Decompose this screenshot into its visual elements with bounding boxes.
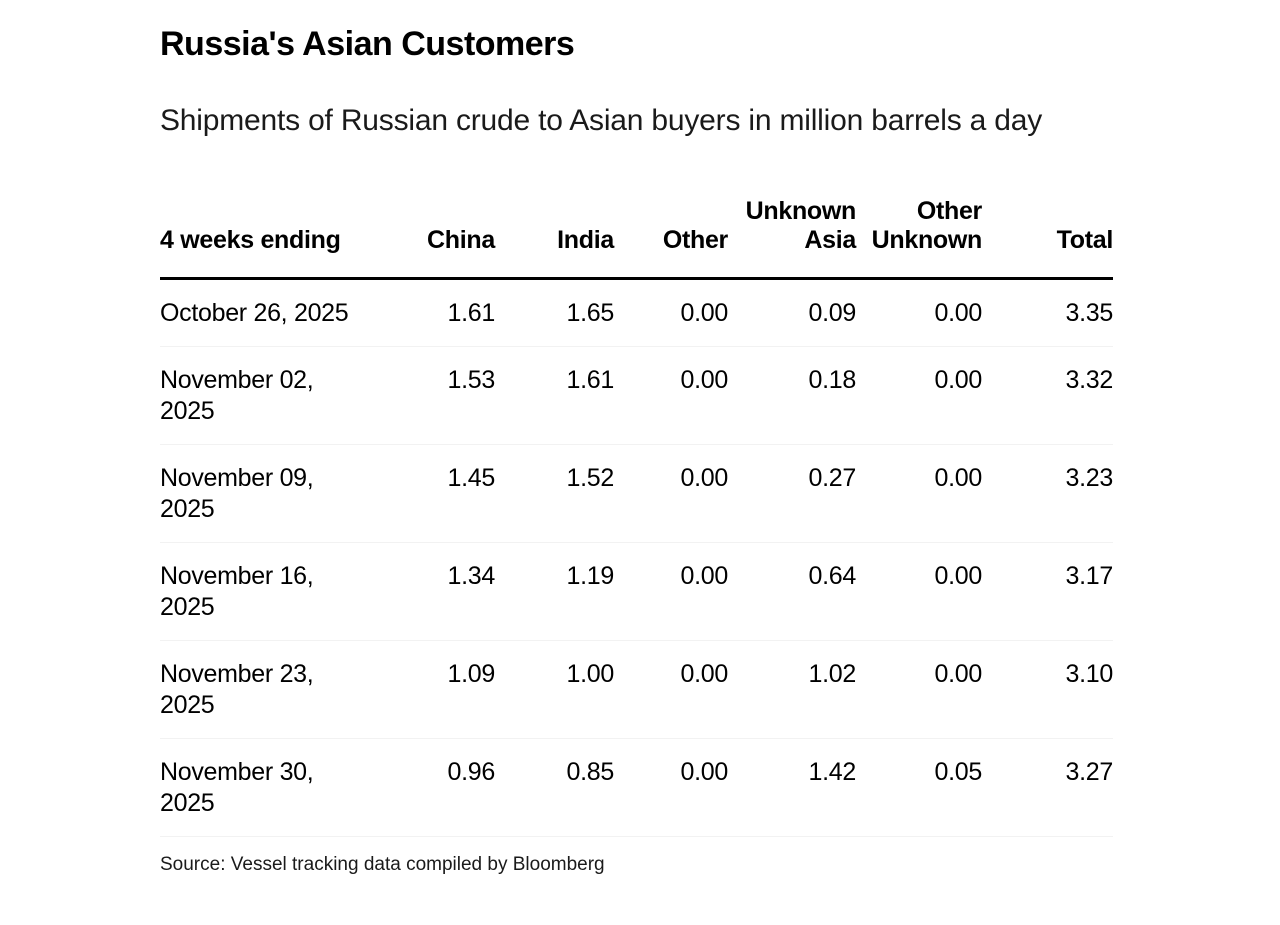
- value-cell-unknown-asia: 0.18: [728, 346, 856, 445]
- value-cell-unknown-asia: 1.42: [728, 738, 856, 837]
- source-note: Source: Vessel tracking data compiled by…: [160, 854, 605, 875]
- value-cell-india: 1.52: [495, 444, 614, 543]
- value-cell-total: 3.23: [982, 444, 1113, 543]
- table-row: November 16, 2025 1.34 1.19 0.00 0.64 0.…: [160, 542, 1113, 641]
- table-row: October 26, 2025 1.61 1.65 0.00 0.09 0.0…: [160, 278, 1113, 347]
- date-line: November 30,: [160, 758, 314, 786]
- value-cell-other: 0.00: [614, 278, 728, 347]
- value-cell-india: 1.61: [495, 346, 614, 445]
- value-cell-other-unknown: 0.00: [856, 278, 982, 347]
- value-cell-india: 1.00: [495, 640, 614, 739]
- column-header-unknown-asia: Unknown Asia: [728, 197, 856, 280]
- value-cell-unknown-asia: 0.27: [728, 444, 856, 543]
- date-line: 2025: [160, 495, 215, 523]
- value-cell-china: 1.53: [375, 346, 495, 445]
- table-row: November 09, 2025 1.45 1.52 0.00 0.27 0.…: [160, 444, 1113, 543]
- date-line: November 09,: [160, 464, 314, 492]
- value-cell-unknown-asia: 0.09: [728, 278, 856, 347]
- value-cell-other-unknown: 0.05: [856, 738, 982, 837]
- value-cell-total: 3.17: [982, 542, 1113, 641]
- date-cell: November 23, 2025: [160, 640, 375, 739]
- date-cell: October 26, 2025: [160, 278, 375, 347]
- date-line: 2025: [160, 789, 215, 817]
- table-row: November 02, 2025 1.53 1.61 0.00 0.18 0.…: [160, 346, 1113, 445]
- date-cell: November 02, 2025: [160, 346, 375, 445]
- date-line: November 16,: [160, 562, 314, 590]
- value-cell-other: 0.00: [614, 346, 728, 445]
- value-cell-total: 3.10: [982, 640, 1113, 739]
- date-line: November 02,: [160, 366, 314, 394]
- value-cell-india: 1.19: [495, 542, 614, 641]
- column-header-india: India: [495, 197, 614, 280]
- header-row: 4 weeks ending China India Other Unknown…: [160, 197, 1113, 280]
- value-cell-other-unknown: 0.00: [856, 640, 982, 739]
- date-line: 2025: [160, 397, 215, 425]
- value-cell-india: 0.85: [495, 738, 614, 837]
- value-cell-other-unknown: 0.00: [856, 444, 982, 543]
- column-header-other-unknown: Other Unknown: [856, 197, 982, 280]
- page-title: Russia's Asian Customers: [160, 25, 575, 63]
- table-row: November 23, 2025 1.09 1.00 0.00 1.02 0.…: [160, 640, 1113, 739]
- column-header-total: Total: [982, 197, 1113, 280]
- date-line: October 26, 2025: [160, 299, 349, 327]
- shipments-table: 4 weeks ending China India Other Unknown…: [160, 197, 1113, 837]
- value-cell-unknown-asia: 1.02: [728, 640, 856, 739]
- value-cell-china: 1.09: [375, 640, 495, 739]
- date-line: November 23,: [160, 660, 314, 688]
- table-row: November 30, 2025 0.96 0.85 0.00 1.42 0.…: [160, 738, 1113, 837]
- value-cell-other-unknown: 0.00: [856, 346, 982, 445]
- value-cell-total: 3.35: [982, 278, 1113, 347]
- date-cell: November 30, 2025: [160, 738, 375, 837]
- column-header-china: China: [375, 197, 495, 280]
- value-cell-other: 0.00: [614, 738, 728, 837]
- value-cell-china: 1.45: [375, 444, 495, 543]
- column-header-other: Other: [614, 197, 728, 280]
- date-cell: November 09, 2025: [160, 444, 375, 543]
- date-cell: November 16, 2025: [160, 542, 375, 641]
- value-cell-china: 0.96: [375, 738, 495, 837]
- page-subtitle: Shipments of Russian crude to Asian buye…: [160, 104, 1043, 137]
- value-cell-unknown-asia: 0.64: [728, 542, 856, 641]
- table-body: October 26, 2025 1.61 1.65 0.00 0.09 0.0…: [160, 278, 1113, 837]
- date-line: 2025: [160, 593, 215, 621]
- column-header-4-weeks-ending: 4 weeks ending: [160, 197, 375, 280]
- value-cell-india: 1.65: [495, 278, 614, 347]
- value-cell-other: 0.00: [614, 542, 728, 641]
- value-cell-other: 0.00: [614, 640, 728, 739]
- value-cell-other: 0.00: [614, 444, 728, 543]
- date-line: 2025: [160, 691, 215, 719]
- value-cell-china: 1.34: [375, 542, 495, 641]
- table-header: 4 weeks ending China India Other Unknown…: [160, 197, 1113, 280]
- value-cell-total: 3.32: [982, 346, 1113, 445]
- value-cell-total: 3.27: [982, 738, 1113, 837]
- value-cell-china: 1.61: [375, 278, 495, 347]
- value-cell-other-unknown: 0.00: [856, 542, 982, 641]
